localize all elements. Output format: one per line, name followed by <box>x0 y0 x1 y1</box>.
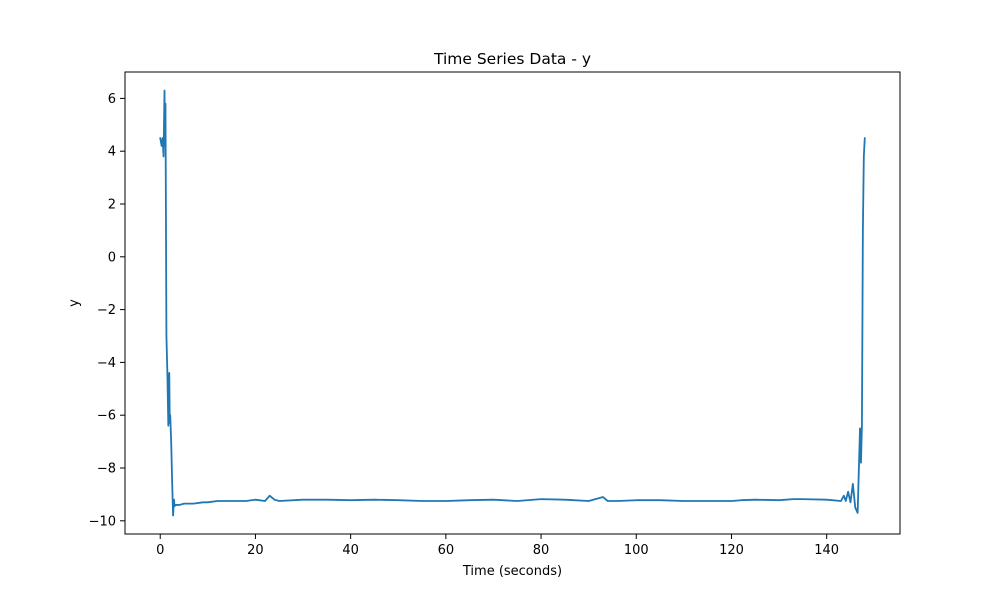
x-tick-label: 120 <box>719 543 744 558</box>
chart-title: Time Series Data - y <box>433 50 591 68</box>
y-tick-label: 6 <box>108 92 116 107</box>
y-tick-label: 2 <box>108 198 116 213</box>
y-axis-title: y <box>67 299 82 307</box>
x-axis: 0 20 40 60 80 100 120 140 <box>156 534 839 558</box>
x-tick-label: 20 <box>247 543 264 558</box>
y-tick-label: −4 <box>97 356 116 371</box>
y-axis: 6 4 2 0 −2 −4 −6 −8 −10 <box>89 92 125 529</box>
x-tick-label: 140 <box>814 543 839 558</box>
y-tick-label: −2 <box>97 303 116 318</box>
y-tick-label: 0 <box>108 250 116 265</box>
x-axis-title: Time (seconds) <box>462 564 562 579</box>
y-tick-label: 4 <box>108 145 116 160</box>
plot-frame <box>124 71 901 535</box>
y-tick-label: −10 <box>89 514 116 529</box>
series-line <box>159 89 866 517</box>
x-tick-label: 80 <box>533 543 550 558</box>
x-tick-label: 0 <box>156 543 164 558</box>
y-tick-label: −8 <box>97 462 116 477</box>
y-tick-label: −6 <box>97 409 116 424</box>
x-tick-label: 100 <box>624 543 649 558</box>
x-tick-label: 40 <box>342 543 359 558</box>
x-tick-label: 60 <box>438 543 455 558</box>
